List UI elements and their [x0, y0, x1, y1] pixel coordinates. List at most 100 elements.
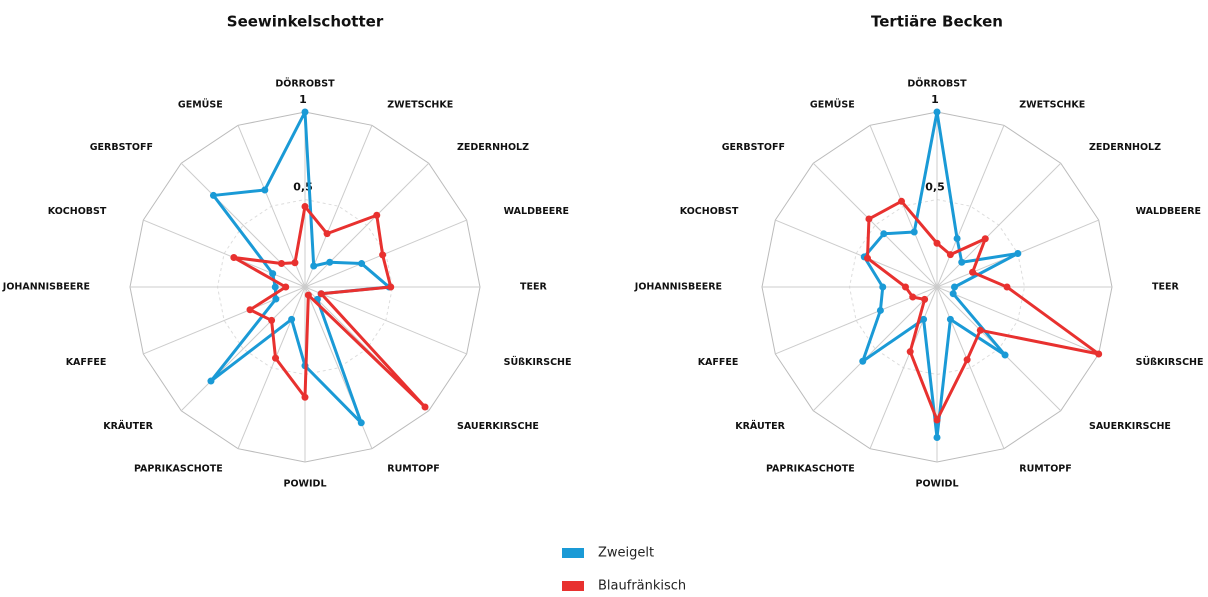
category-label: KAFFEE	[698, 357, 739, 368]
data-point	[880, 230, 888, 238]
data-point	[876, 306, 884, 314]
category-label: POWIDL	[916, 479, 959, 490]
data-point	[301, 108, 309, 116]
data-point	[326, 258, 334, 266]
tick-label: 1	[299, 93, 307, 106]
tick-label: 1	[931, 93, 939, 106]
data-point	[963, 356, 971, 364]
spoke	[143, 286, 306, 355]
spoke	[936, 162, 1062, 288]
category-label: RUMTOPF	[1019, 464, 1071, 475]
category-label: SÜßKIRSCHE	[504, 357, 572, 368]
series-line	[861, 110, 1020, 439]
spoke	[180, 286, 306, 412]
spoke	[143, 219, 306, 288]
legend-label: Zweigelt	[598, 546, 654, 561]
data-point	[246, 306, 254, 314]
category-label: DÖRROBST	[907, 79, 967, 90]
data-point	[282, 283, 290, 291]
category-label: JOHANNISBEERE	[634, 282, 722, 293]
data-point	[271, 283, 279, 291]
data-point	[933, 108, 941, 116]
data-point	[933, 434, 941, 441]
category-label: WALDBEERE	[504, 206, 569, 217]
category-label: ZWETSCHKE	[387, 99, 453, 110]
data-point	[317, 290, 325, 298]
chart-title: Tertiäre Becken	[871, 13, 1003, 31]
data-point	[906, 348, 914, 356]
series-line	[209, 110, 391, 425]
data-point	[969, 268, 977, 276]
category-label: SÜßKIRSCHE	[1136, 357, 1204, 368]
data-point	[357, 419, 365, 427]
spoke	[936, 286, 1005, 449]
data-point	[920, 315, 928, 323]
category-label: SAUERKIRSCHE	[1089, 421, 1171, 432]
data-point	[1014, 250, 1022, 258]
data-point	[323, 230, 331, 238]
spoke	[237, 286, 306, 449]
data-point	[946, 315, 954, 323]
data-point	[269, 270, 277, 278]
data-point	[301, 393, 309, 401]
data-point	[291, 259, 299, 267]
category-label: PAPRIKASCHOTE	[766, 464, 855, 475]
data-point	[373, 211, 381, 219]
data-point	[910, 228, 918, 236]
spoke	[304, 125, 373, 288]
data-point	[230, 254, 238, 262]
category-label: KRÄUTER	[103, 421, 153, 432]
category-label: GEMÜSE	[178, 99, 223, 110]
category-label: JOHANNISBEERE	[2, 282, 90, 293]
category-label: SAUERKIRSCHE	[457, 421, 539, 432]
data-point	[933, 416, 941, 424]
data-point	[421, 403, 429, 411]
category-label: ZWETSCHKE	[1019, 99, 1085, 110]
category-label: ZEDERNHOLZ	[1089, 142, 1161, 153]
data-point	[976, 326, 984, 334]
spoke	[180, 162, 306, 288]
data-point	[272, 354, 280, 362]
legend-swatch	[562, 548, 584, 558]
data-point	[277, 259, 285, 267]
data-point	[865, 215, 873, 223]
data-point	[863, 254, 871, 262]
data-point	[933, 239, 941, 247]
data-point	[301, 203, 309, 210]
data-point	[207, 377, 215, 385]
data-point	[261, 186, 269, 194]
grid-ring	[848, 198, 1026, 376]
category-label: TEER	[1152, 282, 1179, 293]
spoke	[936, 286, 1099, 355]
data-point	[209, 191, 217, 199]
data-point	[272, 295, 280, 303]
data-point	[902, 283, 909, 291]
data-point	[288, 315, 296, 323]
data-point	[981, 235, 989, 243]
data-point	[953, 234, 961, 242]
category-label: KRÄUTER	[735, 421, 785, 432]
category-label: GEMÜSE	[810, 99, 855, 110]
tick-label: 0,5	[925, 181, 945, 194]
chart-title: Seewinkelschotter	[227, 13, 384, 31]
legend-label: Blaufränkisch	[598, 579, 686, 594]
data-point	[949, 290, 957, 298]
category-label: DÖRROBST	[275, 79, 335, 90]
category-label: WALDBEERE	[1136, 206, 1201, 217]
data-point	[304, 291, 312, 299]
spoke	[812, 162, 938, 288]
category-label: POWIDL	[284, 479, 327, 490]
data-point	[1001, 351, 1009, 359]
data-point	[268, 316, 276, 324]
data-point	[946, 251, 954, 259]
data-point	[958, 258, 966, 266]
data-point	[310, 262, 318, 270]
data-point	[951, 283, 958, 291]
legend-swatch	[562, 581, 584, 591]
category-label: KAFFEE	[66, 357, 107, 368]
data-point	[898, 197, 906, 205]
spoke	[304, 162, 430, 288]
category-label: ZEDERNHOLZ	[457, 142, 529, 153]
data-point	[387, 283, 395, 291]
data-point	[859, 357, 867, 365]
